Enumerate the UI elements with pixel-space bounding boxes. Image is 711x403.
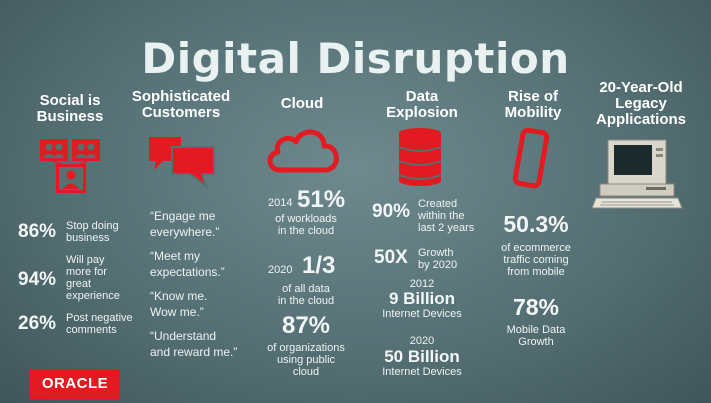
mobility-stat-value: 78% xyxy=(512,294,560,320)
social-stat-label: Post negative comments xyxy=(66,312,133,336)
social-stat-label: Will pay more for great experience xyxy=(66,254,120,302)
heading-mobility: Rise of Mobility xyxy=(504,88,562,121)
cloud-year: 2014 xyxy=(268,197,293,209)
social-stat-value: 86% xyxy=(18,221,57,242)
cloud-year: 2020 xyxy=(268,264,293,276)
cloud-stat-value: 1/3 xyxy=(302,252,336,279)
mobility-stat-label: of ecommerce traffic coming from mobile xyxy=(501,242,571,278)
speech-bubbles-icon xyxy=(149,137,215,189)
social-stat-value: 94% xyxy=(18,269,57,290)
mobility-stat-value: 50.3% xyxy=(503,211,569,237)
smartphone-icon xyxy=(512,128,550,189)
heading-data: Data Explosion xyxy=(386,88,458,121)
customer-quote: “Meet my expectations.” xyxy=(150,249,225,279)
database-icon xyxy=(398,128,442,186)
cloud-stat-label: of organizations using public cloud xyxy=(267,342,345,378)
mobility-stat-label: Mobile Data Growth xyxy=(506,324,566,348)
social-stat-value: 26% xyxy=(18,313,57,334)
cloud-stat-label: of all data in the cloud xyxy=(277,283,335,307)
heading-customers: Sophisticated Customers xyxy=(131,88,231,121)
customer-quote: “Know me. Wow me.” xyxy=(150,289,208,319)
data-year: 2012 xyxy=(409,278,435,290)
social-stat-label: Stop doing business xyxy=(66,220,119,244)
data-stat-label: Growth by 2020 xyxy=(418,247,458,271)
cloud-stat-value: 51% xyxy=(297,186,346,213)
cloud-stat-value: 87% xyxy=(281,312,331,339)
slide-title: Digital Disruption xyxy=(141,34,570,83)
customer-quote: “Engage me everywhere.” xyxy=(150,209,220,239)
data-stat-label: Internet Devices xyxy=(382,366,462,378)
heading-social: Social is Business xyxy=(36,92,104,125)
data-year: 2020 xyxy=(409,335,435,347)
cloud-icon xyxy=(267,129,339,173)
data-stat-value: 50X xyxy=(374,247,408,268)
cloud-stat-label: of workloads in the cloud xyxy=(275,213,337,237)
data-stat-value: 9 Billion xyxy=(388,289,456,308)
data-stat-label: Created within the last 2 years xyxy=(418,198,475,234)
data-stat-value: 90% xyxy=(372,201,411,222)
oracle-logo-text: ORACLE xyxy=(41,375,109,392)
social-network-icon xyxy=(40,139,100,193)
heading-legacy: 20-Year-Old Legacy Applications xyxy=(595,79,686,128)
heading-cloud: Cloud xyxy=(280,95,324,112)
data-stat-label: Internet Devices xyxy=(382,308,462,320)
customer-quote: “Understand and reward me.” xyxy=(150,329,238,359)
oracle-logo xyxy=(30,369,120,399)
legacy-computer-icon xyxy=(592,139,683,209)
data-stat-value: 50 Billion xyxy=(384,347,460,366)
